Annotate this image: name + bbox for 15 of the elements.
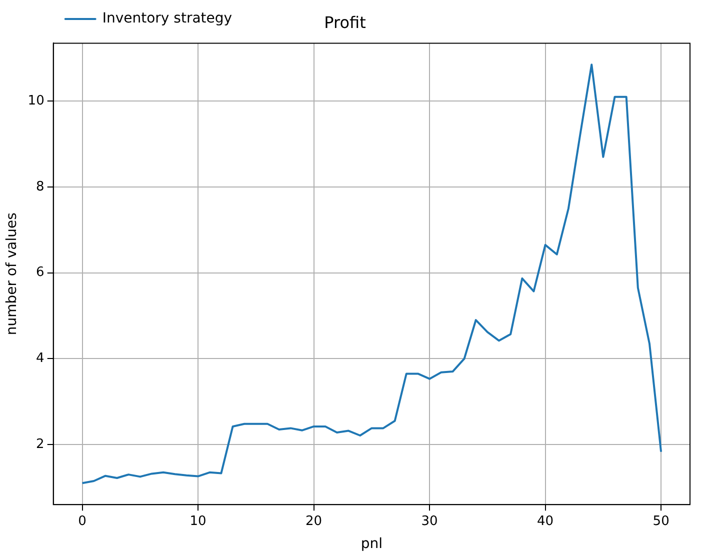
y-tick-label: 6 [36, 265, 44, 280]
legend-label: Inventory strategy [102, 10, 232, 27]
x-tick-label: 0 [78, 514, 86, 529]
y-axis-title: number of values [4, 212, 20, 336]
chart-title: Profit [324, 12, 366, 32]
x-tick-label: 50 [652, 514, 670, 529]
x-tick-label: 10 [190, 514, 206, 529]
y-tick-label: 8 [36, 179, 44, 194]
x-tick-label: 40 [537, 514, 554, 529]
x-tick-label: 20 [306, 514, 322, 529]
x-tick-label: 30 [421, 514, 438, 529]
y-tick-label: 2 [36, 436, 44, 452]
y-tick-label: 4 [36, 351, 44, 366]
y-tick-label: 10 [28, 94, 44, 109]
x-axis-title: pnl [360, 536, 382, 552]
